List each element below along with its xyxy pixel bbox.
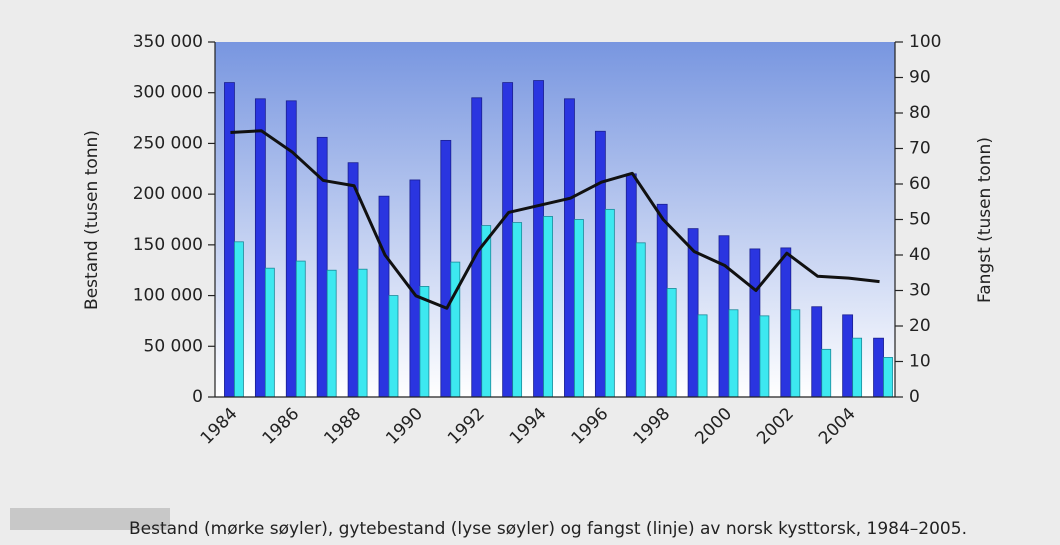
bar — [224, 82, 235, 398]
bar — [285, 100, 297, 398]
bar — [604, 208, 615, 398]
bar — [666, 288, 677, 398]
fangst-line — [230, 129, 880, 310]
y2-tick-label: 80 — [909, 103, 931, 123]
bar — [574, 219, 584, 398]
y2-axis-label: Fangst (tusen tonn) — [975, 137, 995, 303]
bar — [543, 216, 553, 398]
bar — [749, 248, 761, 398]
y2-tick-label: 40 — [909, 245, 931, 265]
bar — [419, 286, 430, 398]
bar — [852, 337, 863, 398]
x-tick-label: 2004 — [815, 404, 860, 449]
bar — [625, 173, 637, 398]
y2-tick-label: 90 — [909, 68, 931, 88]
y-tick-label: 150 000 — [133, 235, 203, 255]
bar — [440, 139, 452, 398]
bar — [842, 314, 854, 398]
y-axis-label: Bestand (tusen tonn) — [82, 130, 102, 310]
y2-tick-label: 100 — [909, 32, 941, 52]
y-tick-label: 350 000 — [133, 32, 203, 52]
x-tick-label: 1988 — [320, 404, 365, 449]
bar — [295, 260, 306, 398]
bar — [718, 235, 730, 398]
x-tick-label: 1994 — [506, 404, 551, 449]
x-tick-label: 1992 — [444, 404, 489, 449]
bar — [564, 98, 575, 398]
y-tick-label: 100 000 — [133, 286, 203, 306]
bar — [378, 195, 390, 398]
y-tick-label: 250 000 — [133, 133, 203, 153]
bar — [759, 315, 770, 398]
bar — [790, 309, 801, 398]
y2-tick-label: 60 — [909, 174, 931, 194]
bar — [780, 247, 792, 398]
bar — [326, 269, 337, 398]
bar — [883, 357, 893, 398]
bar — [821, 348, 832, 398]
caption: Bestand (mørke søyler), gytebestand (lys… — [129, 519, 967, 539]
y2-tick-label: 20 — [909, 316, 931, 336]
bar — [697, 314, 708, 398]
y-tick-label: 50 000 — [144, 336, 203, 356]
y2-tick-label: 30 — [909, 281, 931, 301]
y2-tick-label: 10 — [909, 352, 931, 372]
bar — [502, 82, 514, 398]
y2-tick-label: 70 — [909, 139, 931, 159]
y-tick-label: 0 — [192, 387, 203, 407]
y-tick-label: 300 000 — [133, 83, 203, 103]
bar — [481, 225, 492, 398]
bar — [873, 337, 884, 398]
y2-tick-label: 0 — [909, 387, 920, 407]
x-tick-label: 1990 — [382, 404, 427, 449]
bar — [811, 306, 823, 398]
bar — [635, 242, 646, 398]
x-tick-label: 1996 — [568, 404, 613, 449]
bar — [254, 98, 266, 398]
bar — [512, 222, 523, 398]
bar — [264, 267, 275, 398]
y-tick-label: 200 000 — [133, 184, 203, 204]
bar — [656, 203, 668, 398]
x-tick-label: 1984 — [197, 404, 242, 449]
bar — [533, 80, 544, 398]
logo — [10, 508, 170, 530]
x-tick-label: 1986 — [259, 404, 304, 449]
x-tick-label: 1998 — [630, 404, 675, 449]
bar — [234, 241, 244, 398]
x-tick-label: 2000 — [691, 404, 736, 449]
bar — [347, 162, 359, 398]
bar — [450, 261, 461, 398]
bar — [594, 130, 606, 398]
x-tick-label: 2002 — [753, 404, 798, 449]
bar — [388, 295, 399, 398]
bar — [728, 309, 739, 398]
bar — [357, 268, 368, 398]
y2-tick-label: 50 — [909, 210, 931, 230]
